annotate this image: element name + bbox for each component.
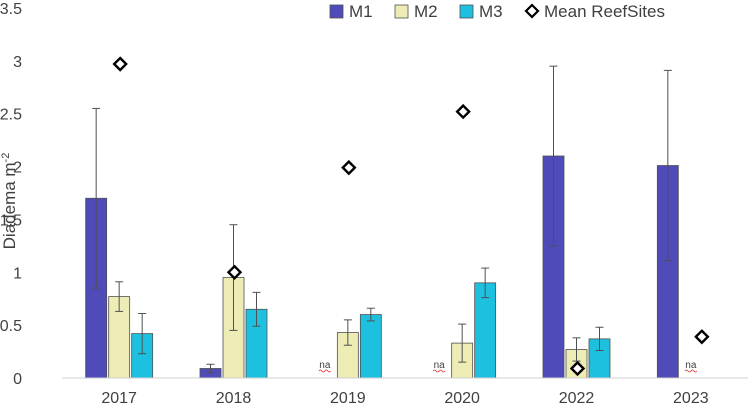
x-tick-label: 2020 — [444, 390, 480, 407]
x-tick-label: 2019 — [330, 390, 366, 407]
legend-swatch-m1 — [329, 4, 344, 19]
y-axis-title-superscript: -2 — [0, 153, 12, 163]
legend-label-mean-reefsites: Mean ReefSites — [544, 2, 665, 21]
y-tick-label: 3.5 — [0, 1, 22, 18]
y-tick-label: 1 — [13, 265, 22, 282]
spellcheck-underline — [318, 369, 332, 373]
mean-reefsites-marker-2023 — [694, 329, 710, 345]
legend-label-m1: M1 — [349, 2, 373, 21]
bar-m3-2019 — [359, 314, 382, 379]
y-tick-label: 0.5 — [0, 318, 22, 335]
legend-swatch-m3 — [459, 4, 474, 19]
legend-swatch-mean-reefsites — [524, 3, 540, 19]
mean-reefsites-marker-2018 — [226, 264, 243, 280]
x-tick-label: 2018 — [216, 390, 252, 407]
legend-label-m3: M3 — [479, 2, 503, 21]
y-axis-title: Diadema m-2 — [0, 153, 19, 250]
y-tick-label: 0 — [13, 371, 22, 388]
na-label: na — [685, 360, 697, 371]
y-tick-label: 2 — [13, 160, 22, 177]
spellcheck-underline — [684, 369, 698, 373]
y-tick-label: 2.5 — [0, 107, 22, 124]
legend: M1 M2 M3 Mean ReefSites — [329, 2, 665, 21]
x-tick-label: 2023 — [673, 390, 709, 407]
legend-swatch-m2 — [394, 4, 409, 19]
x-tick-label: 2017 — [101, 390, 137, 407]
mean-reefsites-marker-2020 — [455, 103, 471, 120]
na-label: na — [434, 360, 446, 371]
spellcheck-underline — [432, 369, 446, 373]
mean-reefsites-marker-2019 — [341, 159, 357, 176]
mean-reefsites-marker-2022 — [569, 360, 586, 377]
legend-label-m2: M2 — [414, 2, 438, 21]
mean-reefsites-marker-2017 — [112, 56, 128, 72]
na-label: na — [319, 360, 331, 371]
plot-area: na na na — [85, 56, 710, 379]
y-tick-label: 3 — [13, 54, 22, 71]
y-tick-label: 1.5 — [0, 212, 22, 229]
x-tick-label: 2022 — [559, 390, 595, 407]
y-axis-title-text: Diadema m — [0, 162, 19, 249]
